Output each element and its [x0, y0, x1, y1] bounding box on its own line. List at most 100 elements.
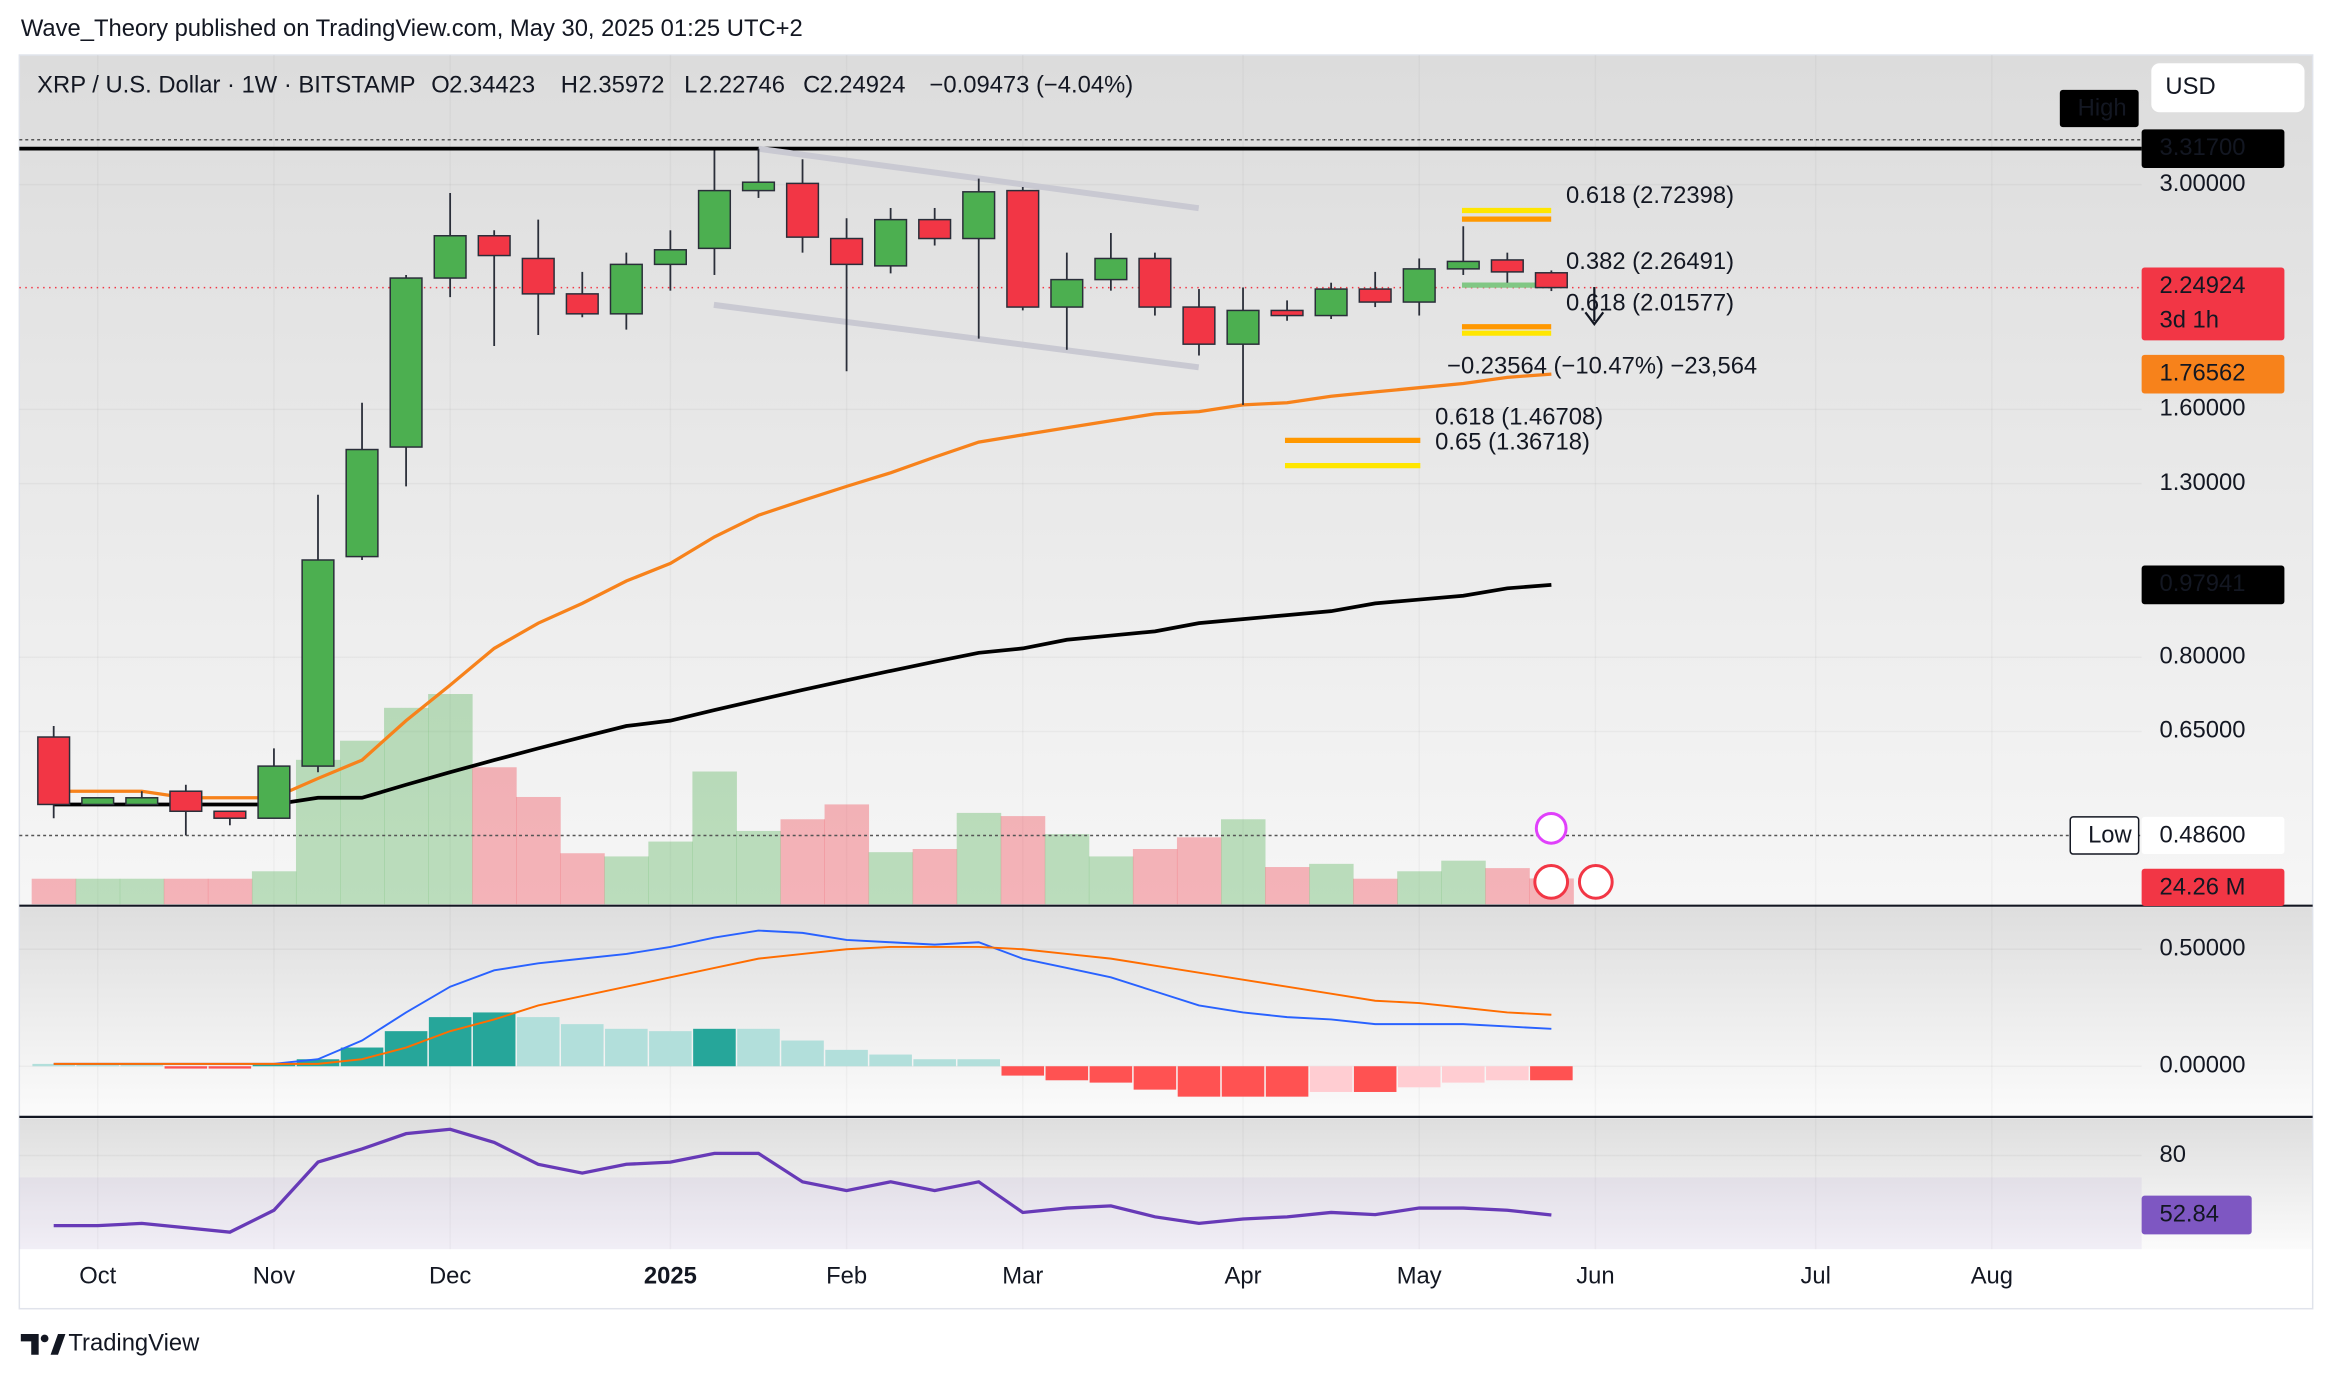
- sma-line: [53, 583, 1552, 807]
- macd-histogram: [1133, 1066, 1177, 1090]
- candle-body: [345, 448, 379, 558]
- price-badge-label: 2.24924: [2159, 272, 2245, 299]
- candle-body: [918, 218, 952, 240]
- fib-label: 0.618 (1.46708): [1435, 403, 1603, 430]
- macd-histogram: [1309, 1066, 1353, 1092]
- macd-histogram: [164, 1066, 208, 1069]
- candle-body: [477, 235, 511, 257]
- macd-histogram: [649, 1031, 692, 1067]
- price-badge: [2141, 354, 2285, 394]
- volume-area: [31, 878, 77, 905]
- volume-area: [428, 694, 473, 905]
- macd-histogram: [605, 1028, 648, 1067]
- symbol: XRP / U.S. Dollar · 1W · BITSTAMP: [37, 72, 415, 99]
- candle-body: [37, 736, 71, 806]
- candle-body: [1490, 259, 1524, 273]
- rsi-band: [19, 1177, 2142, 1250]
- rsi-line: [53, 1127, 1552, 1234]
- x-tick-label: Jul: [1800, 1263, 1830, 1290]
- x-tick-label: Apr: [1225, 1263, 1262, 1290]
- volume-area: [163, 878, 209, 905]
- volume-area: [780, 819, 826, 905]
- volume-area: [251, 871, 297, 905]
- candle-body: [653, 249, 687, 266]
- price-badge: [2141, 565, 2285, 605]
- volume-area: [1088, 856, 1134, 905]
- candle-body: [1534, 272, 1568, 289]
- price-badge: [2141, 816, 2285, 855]
- macd-histogram: [516, 1017, 560, 1067]
- macd-histogram: [737, 1028, 780, 1067]
- price-badge: [2141, 868, 2285, 906]
- chart-border: [18, 54, 2314, 1310]
- price-badge-label: 0.97941: [2159, 570, 2245, 597]
- macd-histogram: [1353, 1066, 1397, 1092]
- volume-area: [692, 771, 737, 905]
- candle-body: [741, 181, 776, 192]
- macd-histogram: [913, 1059, 956, 1067]
- macd-tick-label: 0.50000: [2159, 935, 2245, 962]
- candle-body: [829, 237, 864, 266]
- legend-close: 2.24924: [819, 72, 905, 99]
- candle-body: [1270, 309, 1304, 317]
- x-tick-label: Oct: [79, 1263, 116, 1290]
- macd-histogram: [472, 1012, 516, 1067]
- macd-histogram: [693, 1028, 736, 1067]
- macd-histogram: [957, 1059, 1001, 1067]
- candle-body: [301, 559, 335, 767]
- brand-name: TradingView: [68, 1330, 200, 1357]
- ema-line: [53, 372, 1552, 800]
- y-tick-label: 3.00000: [2159, 170, 2245, 197]
- candle-body: [962, 191, 996, 240]
- volume-area: [956, 812, 1002, 905]
- price-badge-label: 3.31700: [2159, 134, 2245, 161]
- logo-mark: [40, 1334, 49, 1343]
- currency-button[interactable]: [2149, 61, 2306, 114]
- volume-area: [516, 796, 561, 905]
- volume-area: [1353, 878, 1398, 905]
- macd-histogram: [384, 1031, 428, 1067]
- volume-area: [1485, 868, 1530, 905]
- flag-icon: [1533, 864, 1570, 900]
- legend-high: 2.35972: [579, 72, 665, 99]
- volume-area: [912, 848, 958, 905]
- macd-histogram: [1001, 1066, 1045, 1076]
- y-tick-label: 1.30000: [2159, 469, 2245, 496]
- macd-histogram: [252, 1063, 296, 1067]
- candle-body: [389, 277, 423, 448]
- brand-logo: [20, 1333, 66, 1355]
- legend-low: 2.22746: [699, 72, 785, 99]
- event-icon: [1534, 811, 1568, 845]
- candle-body: [1446, 260, 1480, 270]
- volume-area: [1397, 871, 1442, 905]
- legend-key: H: [561, 72, 578, 99]
- main-pane: [19, 55, 2313, 905]
- legend-open: 2.34423: [449, 72, 535, 99]
- macd-histogram: [781, 1040, 824, 1067]
- measure-arrow-head: [1584, 311, 1605, 327]
- macd-histogram: [208, 1066, 252, 1069]
- macd-histogram: [561, 1024, 604, 1067]
- price-badge-label: Low: [2088, 821, 2132, 848]
- volume-area: [1044, 834, 1090, 905]
- price-badge-label: 0.48600: [2159, 821, 2245, 848]
- volume-area: [648, 841, 693, 905]
- legend-key: C: [803, 72, 820, 99]
- macd-histogram: [1530, 1066, 1573, 1081]
- candle-body: [1006, 189, 1040, 308]
- volume-area: [119, 878, 165, 905]
- macd-histogram: [76, 1063, 120, 1067]
- candle-body: [521, 257, 555, 295]
- fib-label: 0.382 (2.26491): [1566, 248, 1734, 275]
- volume-area: [824, 804, 870, 905]
- x-tick-label: May: [1397, 1263, 1442, 1290]
- volume-area: [340, 740, 385, 905]
- price-badge-label: 24.26 M: [2159, 873, 2245, 900]
- signal-line: [53, 945, 1552, 1065]
- candle-body: [169, 790, 203, 813]
- volume-area: [1000, 816, 1046, 905]
- price-badge: [2069, 816, 2140, 855]
- volume-area: [384, 707, 429, 905]
- currency-label[interactable]: USD: [2165, 73, 2215, 100]
